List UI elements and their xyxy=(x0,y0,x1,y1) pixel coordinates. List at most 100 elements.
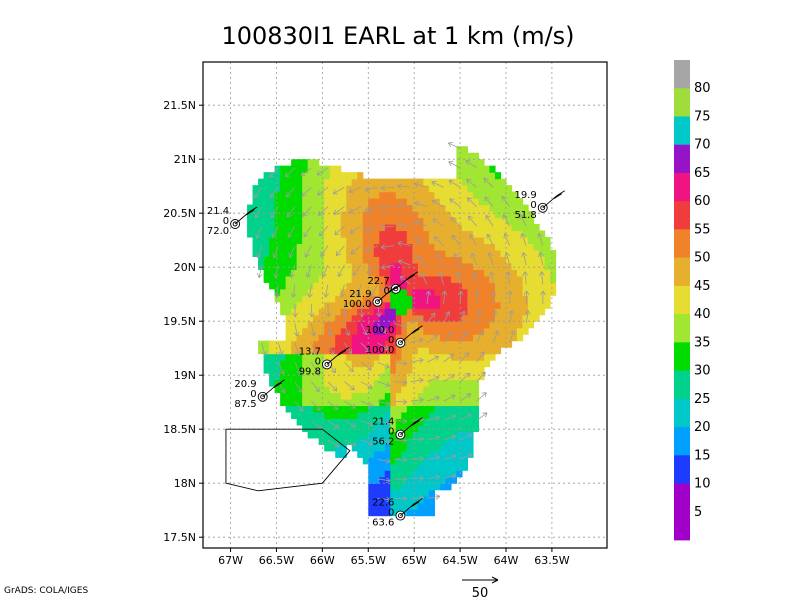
wind-speed-cell xyxy=(291,301,298,309)
wind-speed-cell xyxy=(247,224,254,232)
wind-speed-cell xyxy=(280,165,287,173)
wind-speed-cell xyxy=(390,256,397,264)
wind-speed-cell xyxy=(362,249,369,257)
wind-speed-cell xyxy=(467,444,474,452)
wind-speed-cell xyxy=(357,431,364,439)
wind-speed-cell xyxy=(296,165,303,173)
wind-speed-cell xyxy=(362,288,369,296)
wind-speed-cell xyxy=(483,295,491,303)
wind-speed-cell xyxy=(368,418,375,426)
wind-speed-cell xyxy=(445,437,452,445)
wind-vector xyxy=(393,476,408,483)
wind-speed-cell xyxy=(428,295,435,303)
wind-speed-cell xyxy=(401,405,408,413)
wind-speed-cell xyxy=(274,211,281,219)
wind-speed-cell xyxy=(384,243,391,251)
wind-speed-cell xyxy=(506,249,513,257)
wind-speed-cell xyxy=(340,301,347,309)
station-label: 56.2 xyxy=(372,437,394,448)
wind-speed-cell xyxy=(417,437,424,445)
wind-speed-cell xyxy=(489,243,496,251)
wind-speed-cell xyxy=(324,398,331,407)
wind-vector xyxy=(466,178,477,188)
wind-speed-cell xyxy=(445,236,452,245)
x-tick-label: 66W xyxy=(310,554,335,567)
wind-vector xyxy=(504,252,511,266)
wind-speed-cell xyxy=(395,295,402,303)
wind-speed-cell xyxy=(335,321,342,329)
wind-speed-cell xyxy=(506,236,513,245)
wind-speed-cell xyxy=(395,398,402,407)
wind-speed-cell xyxy=(428,386,435,394)
wind-speed-cell xyxy=(280,262,287,270)
wind-speed-cell xyxy=(368,379,375,387)
wind-speed-cell xyxy=(461,431,469,439)
wind-speed-cell xyxy=(384,405,391,413)
wind-speed-cell xyxy=(274,249,281,257)
wind-speed-cell xyxy=(263,353,270,361)
wind-speed-cell xyxy=(511,211,518,219)
wind-speed-cell xyxy=(395,217,402,225)
wind-speed-cell xyxy=(461,327,469,335)
wind-vector xyxy=(366,264,378,274)
wind-speed-cell xyxy=(373,243,380,251)
wind-speed-cell xyxy=(494,275,502,283)
wind-speed-cell xyxy=(456,211,463,219)
wind-speed-cell xyxy=(357,198,364,206)
colorbar-label: 5 xyxy=(694,505,702,520)
wind-speed-cell xyxy=(456,444,463,452)
wind-speed-cell xyxy=(428,236,435,245)
wind-speed-cell xyxy=(423,275,430,283)
wind-speed-cell xyxy=(428,347,435,355)
wind-speed-cell xyxy=(340,418,347,426)
wind-speed-cell xyxy=(472,334,480,342)
wind-speed-cell xyxy=(357,450,364,458)
wind-speed-cell xyxy=(417,373,424,381)
wind-speed-cell xyxy=(406,450,413,458)
wind-speed-cell xyxy=(412,444,419,452)
wind-speed-cell xyxy=(384,211,391,219)
wind-speed-cell xyxy=(390,334,397,342)
wind-vector xyxy=(304,245,312,258)
wind-speed-cell xyxy=(252,217,259,225)
wind-speed-cell xyxy=(291,159,298,167)
wind-speed-cell xyxy=(500,185,507,193)
wind-speed-cell xyxy=(406,379,413,387)
wind-vector xyxy=(393,379,408,386)
wind-speed-cell xyxy=(307,424,314,432)
wind-speed-cell xyxy=(439,314,446,322)
wind-speed-cell xyxy=(346,353,353,361)
wind-speed-cell xyxy=(395,411,402,419)
wind-speed-cell xyxy=(456,191,463,199)
plot-frame xyxy=(202,61,608,549)
station-label: 0 xyxy=(315,356,321,367)
wind-speed-cell xyxy=(456,418,463,426)
wind-vector xyxy=(284,167,296,178)
wind-speed-cell xyxy=(483,211,491,219)
wind-speed-cell xyxy=(296,308,303,316)
wind-speed-cell xyxy=(461,198,469,206)
wind-speed-cell xyxy=(335,288,342,296)
wind-speed-cell xyxy=(390,178,397,186)
wind-speed-cell xyxy=(395,444,402,452)
wind-speed-cell xyxy=(384,509,391,517)
wind-speed-cell xyxy=(478,224,485,232)
wind-speed-cell xyxy=(417,236,424,245)
wind-speed-cell xyxy=(362,450,369,458)
wind-speed-cell xyxy=(258,249,265,257)
wind-speed-cell xyxy=(406,463,413,471)
wind-speed-cell xyxy=(417,392,424,400)
wind-speed-cell xyxy=(412,314,419,322)
wind-vector xyxy=(410,337,424,344)
wind-vector xyxy=(431,180,444,188)
wind-speed-cell xyxy=(395,450,402,458)
wind-speed-cell xyxy=(324,211,331,219)
wind-speed-cell xyxy=(346,418,353,426)
wind-speed-cell xyxy=(373,314,380,322)
wind-speed-cell xyxy=(302,379,309,387)
wind-speed-cell xyxy=(472,262,480,270)
wind-speed-cell xyxy=(379,191,386,199)
wind-speed-cell xyxy=(384,282,391,290)
wind-speed-cell xyxy=(269,379,276,387)
wind-speed-cell xyxy=(313,411,320,419)
